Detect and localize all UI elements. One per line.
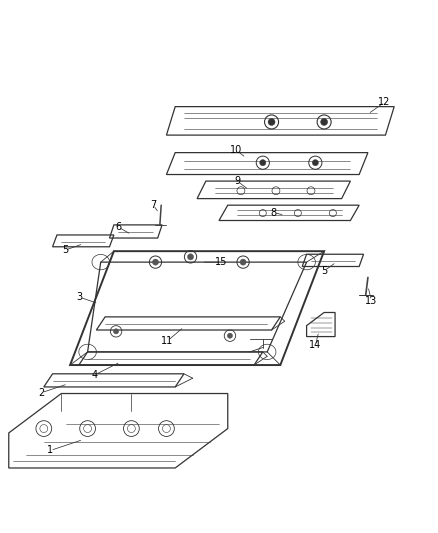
Circle shape [227,333,233,338]
Text: 11: 11 [161,336,173,346]
Circle shape [321,118,328,125]
Circle shape [152,259,159,265]
Circle shape [113,329,119,334]
Text: 3: 3 [77,292,83,302]
Text: 12: 12 [378,97,391,107]
Text: 14: 14 [309,341,321,350]
Text: 15: 15 [215,257,227,267]
Circle shape [240,259,246,265]
Text: 2: 2 [39,387,45,398]
Text: 4: 4 [91,370,97,380]
Circle shape [312,159,318,166]
Text: 6: 6 [115,222,121,232]
Text: 7: 7 [150,200,156,210]
Circle shape [268,118,275,125]
Text: 9: 9 [234,176,240,186]
Circle shape [187,254,194,260]
Text: 10: 10 [230,146,243,156]
Text: 1: 1 [47,446,53,456]
Text: 8: 8 [271,208,277,217]
Text: 5: 5 [62,245,68,255]
Text: 13: 13 [365,296,378,305]
Circle shape [260,159,266,166]
Text: 5: 5 [321,266,327,276]
